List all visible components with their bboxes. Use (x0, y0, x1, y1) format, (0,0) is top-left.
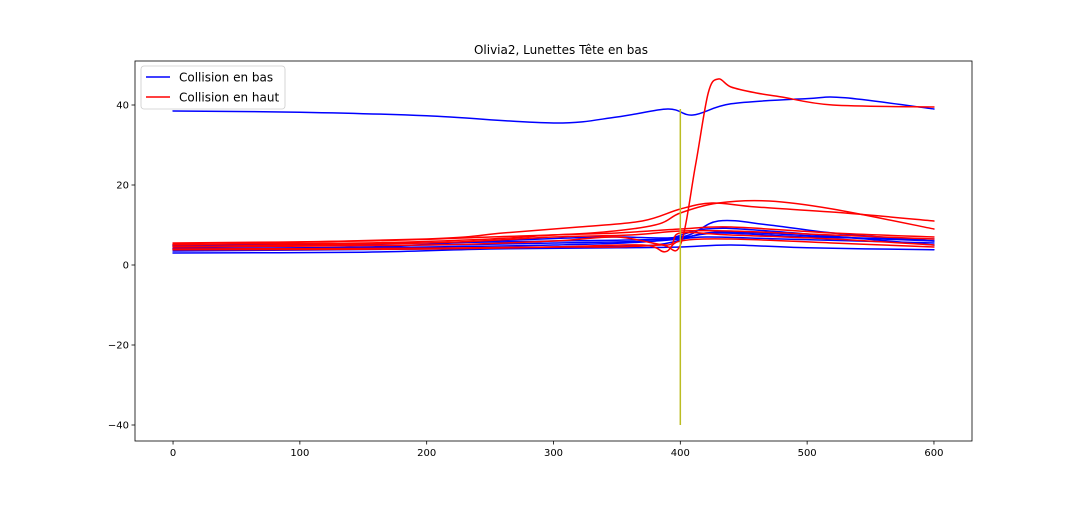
chart-title: Olivia2, Lunettes Tête en bas (474, 43, 648, 57)
series-line-haut-11 (172, 238, 935, 253)
plot-area (172, 78, 935, 425)
x-tick-label: 200 (417, 448, 436, 459)
series-line-bas-1 (172, 244, 935, 254)
x-tick-label: 400 (671, 448, 690, 459)
x-tick-label: 0 (170, 448, 176, 459)
y-tick-label: 20 (116, 181, 129, 192)
x-tick-label: 100 (290, 448, 309, 459)
legend-label: Collision en haut (179, 91, 279, 105)
series-line-haut-9 (172, 202, 935, 246)
legend-box (140, 65, 286, 110)
x-tick-label: 300 (544, 448, 563, 459)
series-line-haut-10 (172, 231, 935, 248)
legend-label: Collision en bas (179, 71, 273, 85)
series-line-bas-0 (172, 96, 935, 124)
y-tick-label: −40 (108, 421, 129, 432)
x-tick-label: 500 (798, 448, 817, 459)
legend: Collision en bas Collision en haut (140, 65, 286, 110)
series-line-bas-4 (172, 219, 935, 249)
y-tick-label: 40 (116, 101, 129, 112)
y-tick-label: 0 (123, 261, 129, 272)
series-group (172, 78, 935, 425)
series-line-haut-12 (172, 226, 935, 245)
x-tick-label: 600 (924, 448, 943, 459)
axes: 0 100 200 300 400 500 600 −40 −20 0 20 40 (108, 60, 973, 459)
y-tick-label: −20 (108, 341, 129, 352)
series-line-haut-13 (172, 229, 935, 248)
